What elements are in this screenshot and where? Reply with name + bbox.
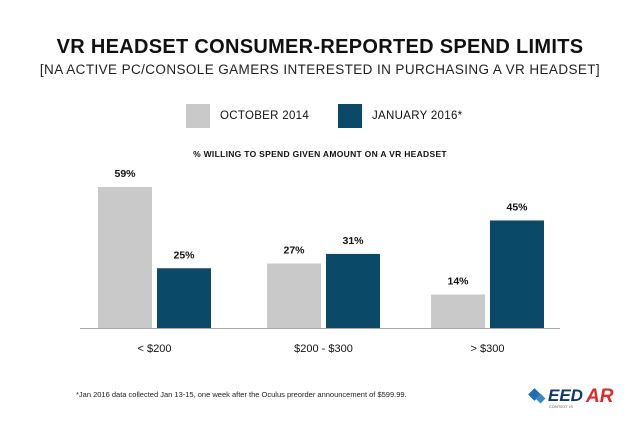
legend: OCTOBER 2014 JANUARY 2016* [0,104,640,128]
chart-plot-title: % WILLING TO SPEND GIVEN AMOUNT ON A VR … [193,149,447,159]
legend-swatch-january-2016 [338,104,362,128]
eedar-logo: EED AR CONTEXT IS [528,386,614,409]
legend-label-january-2016: JANUARY 2016* [372,110,463,122]
chart-title-main: VR HEADSET CONSUMER-REPORTED SPEND LIMIT… [56,36,584,58]
data-label-jan-2016-1: 31% [342,235,364,247]
logo-tagline: CONTEXT IS [549,404,573,409]
footnote: *Jan 2016 data collected Jan 13-15, one … [76,390,407,399]
bar-oct-2014-0 [98,187,152,328]
x-tick-label-0: < $200 [138,343,172,355]
bar-jan-2016-0 [157,268,211,328]
data-label-jan-2016-0: 25% [173,249,195,261]
data-label-oct-2014-0: 59% [114,168,136,180]
legend-item-january-2016: JANUARY 2016* [338,104,462,128]
logo-text-eed: EED [548,386,583,405]
bar-oct-2014-1 [267,263,321,328]
x-tick-label-2: > $300 [471,343,505,355]
bar-oct-2014-2 [431,294,485,328]
bar-jan-2016-1 [326,253,380,328]
data-label-oct-2014-1: 27% [283,244,305,256]
data-label-oct-2014-2: 14% [447,276,469,288]
legend-swatch-october-2014 [186,104,210,128]
logo-mark-icon [528,388,546,404]
logo-text-ar: AR [585,386,614,407]
chart-subtitle: [NA ACTIVE PC/CONSOLE GAMERS INTERESTED … [39,62,601,77]
data-label-jan-2016-2: 45% [506,201,528,213]
legend-item-october-2014: OCTOBER 2014 [186,104,309,128]
legend-label-october-2014: OCTOBER 2014 [220,110,310,122]
bar-jan-2016-2 [490,220,544,328]
x-tick-label-1: $200 - $300 [294,343,353,355]
